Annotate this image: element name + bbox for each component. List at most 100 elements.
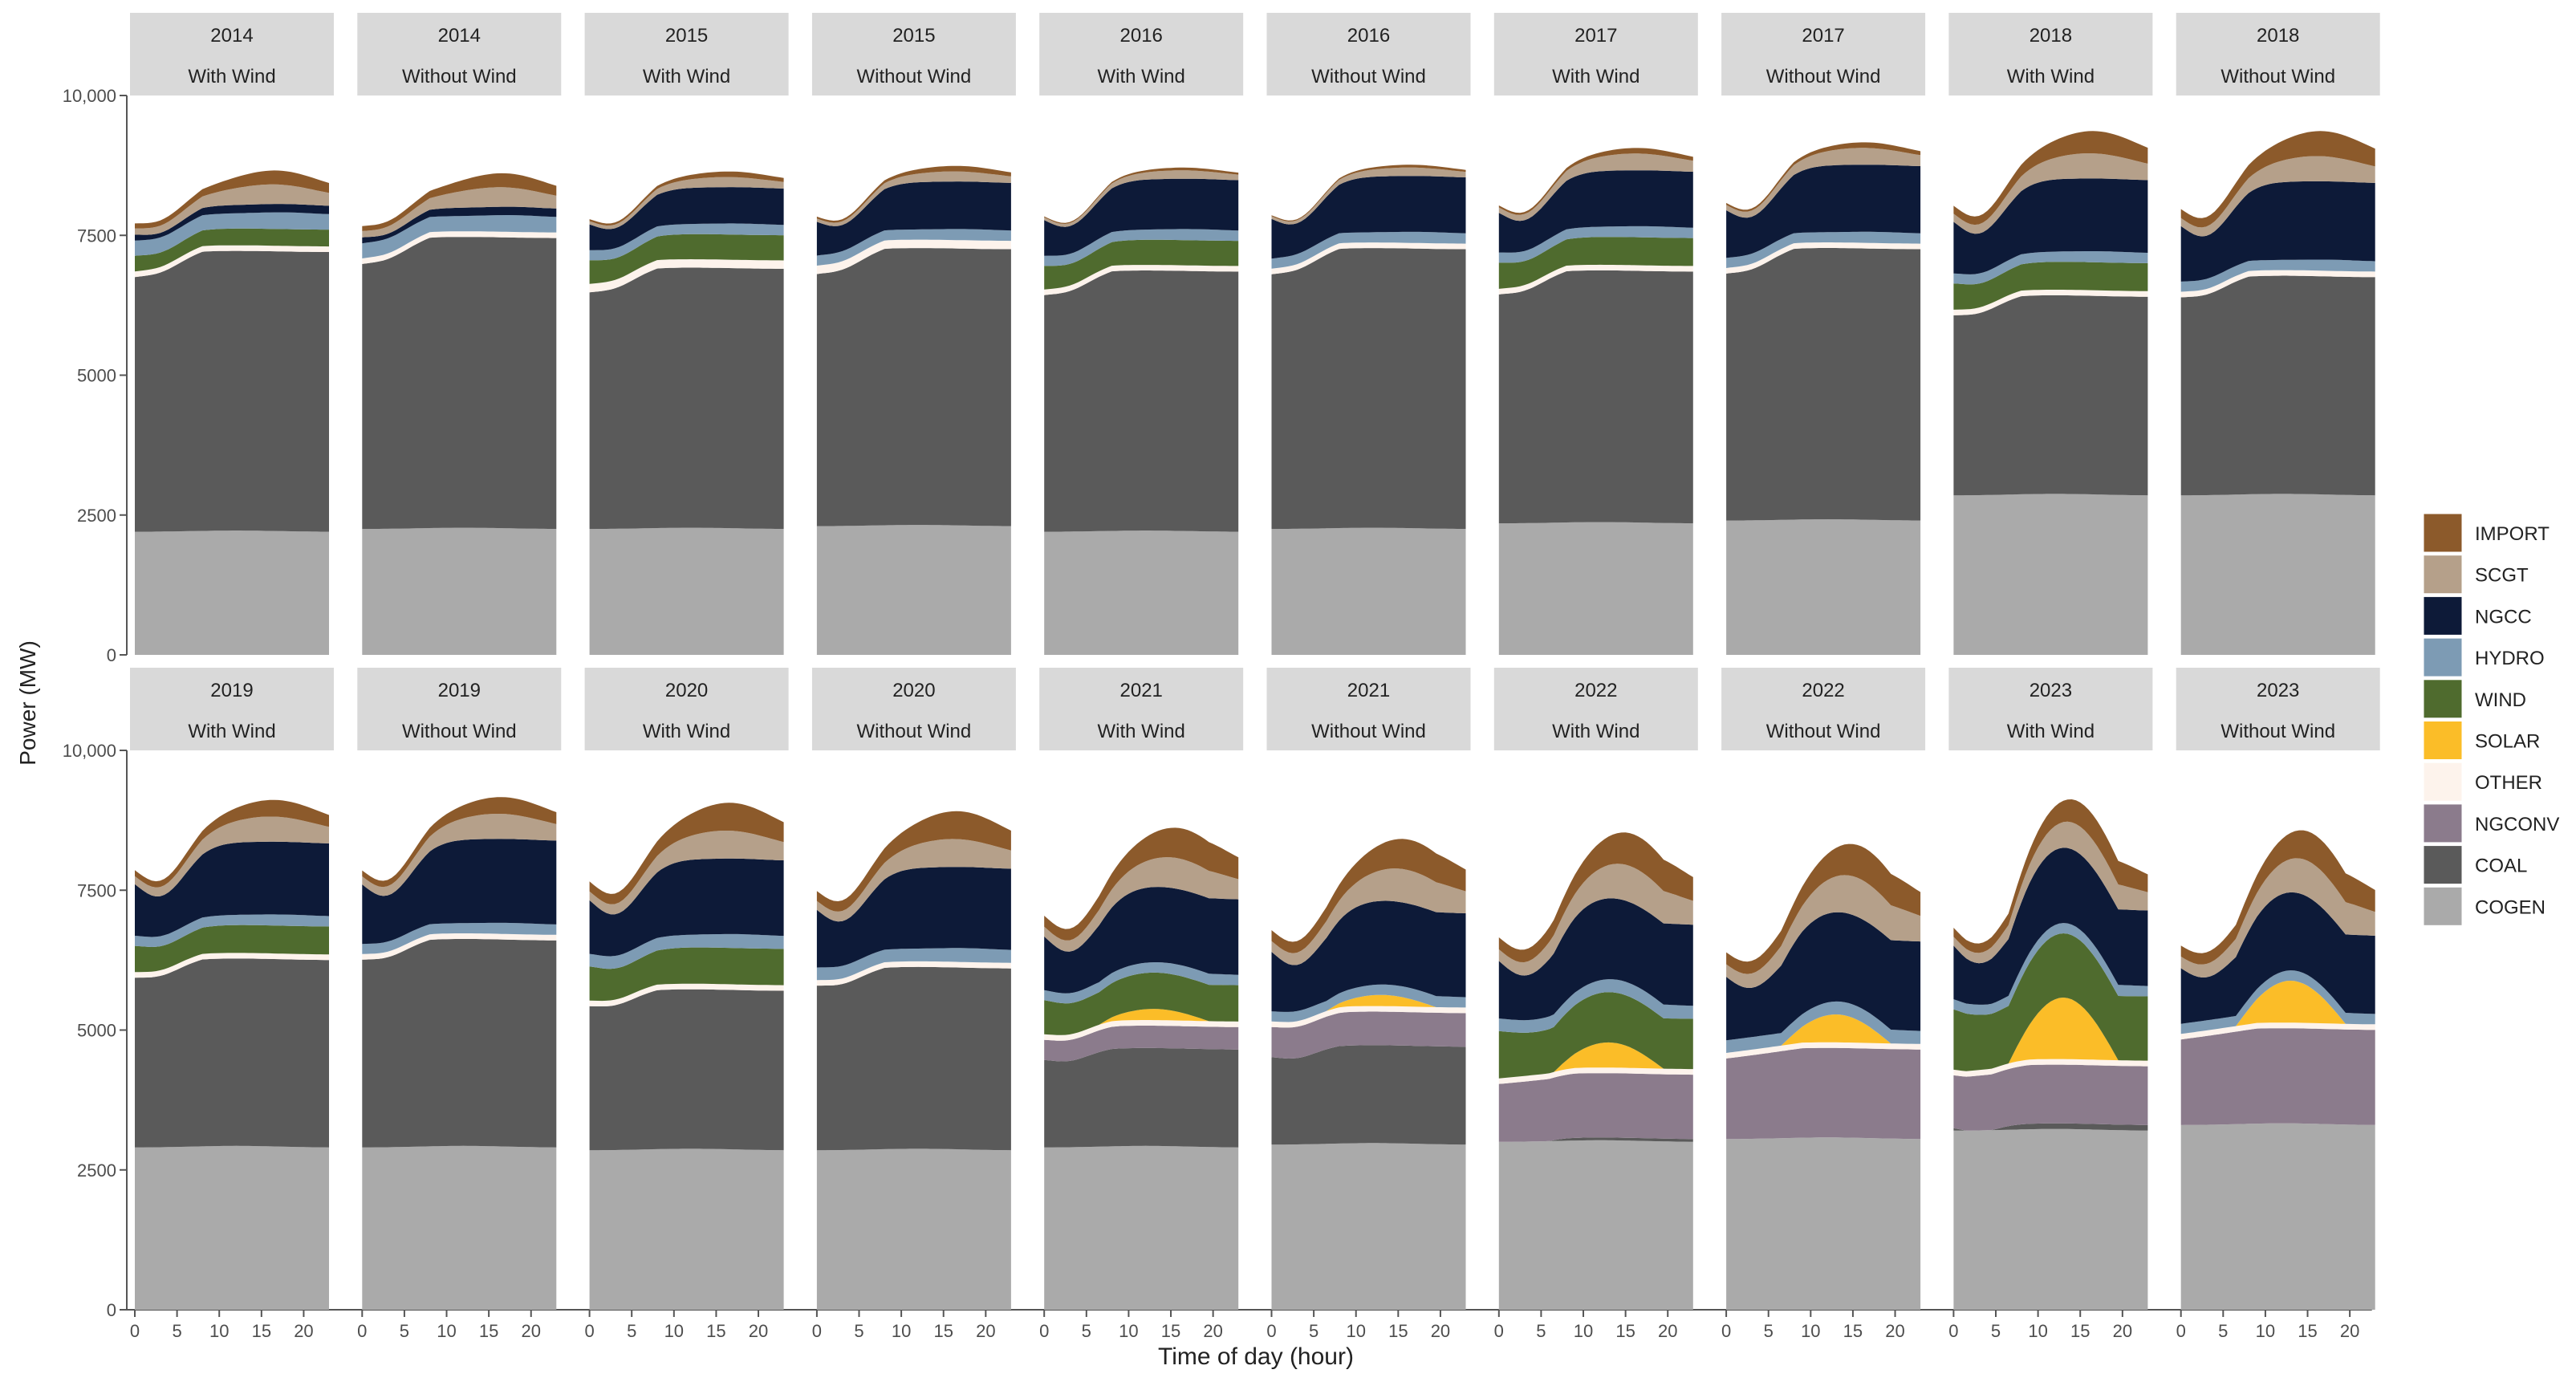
legend-label: COAL: [2475, 856, 2527, 877]
area-other: [1726, 1042, 1921, 1059]
legend-key-scgt: [2423, 555, 2463, 595]
area-other: [1953, 1059, 2148, 1077]
area-hydro: [2180, 970, 2375, 1034]
area-ngconv: [1953, 1064, 2148, 1131]
facet-year-label: 2023: [2257, 680, 2299, 701]
facet-strip: [2176, 13, 2380, 96]
area-other: [1726, 242, 1921, 274]
area-other: [1498, 264, 1693, 295]
area-cogen: [1953, 1128, 2148, 1310]
x-tick-label: 10: [1801, 1321, 1820, 1341]
facet-strip: [1721, 668, 1926, 750]
area-ngconv: [1726, 1047, 1921, 1140]
y-tick-label: 7500: [77, 880, 116, 900]
area-scgt: [1044, 857, 1239, 952]
area-coal: [362, 237, 557, 530]
area-import: [589, 171, 784, 226]
facet-panel: 2017 Without Wind: [1721, 13, 1926, 655]
x-tick-label: 15: [706, 1321, 725, 1341]
area-import: [1271, 839, 1466, 953]
area-scgt: [1953, 821, 2148, 964]
x-tick-label: 0: [1721, 1321, 1731, 1341]
facet-year-label: 2023: [2030, 680, 2072, 701]
area-scgt: [1498, 864, 1693, 976]
x-tick-label: 10: [1346, 1321, 1365, 1341]
area-ngconv: [1271, 1011, 1466, 1059]
area-solar: [1953, 998, 2148, 1071]
area-ngcc: [1044, 178, 1239, 256]
area-ngcc: [1953, 847, 2148, 1005]
area-import: [2180, 131, 2375, 228]
y-axis-title: Power (MW): [15, 640, 40, 766]
x-tick-label: 5: [400, 1321, 409, 1341]
area-ngcc: [1271, 176, 1466, 259]
x-tick-label: 0: [1948, 1321, 1958, 1341]
area-wind: [589, 234, 784, 284]
area-coal: [1271, 1045, 1466, 1145]
facet-panel: 2022 Without Wind 0 5 10 15 20: [1721, 668, 1926, 1341]
area-ngcc: [1498, 898, 1693, 1021]
legend-key-coal: [2423, 845, 2463, 885]
facet-panel: 2020 With Wind 0 5 10 15 20: [584, 668, 789, 1341]
area-wind: [1953, 262, 2148, 310]
facet-strip: [584, 668, 789, 750]
area-scgt: [1726, 875, 1921, 988]
area-hydro: [816, 948, 1011, 981]
area-import: [1498, 148, 1693, 215]
facet-strip: [584, 13, 789, 96]
area-wind: [135, 925, 329, 973]
area-other: [1498, 1067, 1693, 1084]
legend-label: COGEN: [2475, 896, 2546, 918]
legend-label: WIND: [2475, 689, 2526, 711]
area-cogen: [589, 527, 784, 655]
area-scgt: [362, 814, 557, 896]
legend-key-other: [2423, 762, 2463, 802]
x-tick-label: 10: [1119, 1321, 1138, 1341]
facet-year-label: 2014: [210, 25, 253, 47]
area-solar: [1498, 1042, 1693, 1079]
facet-strip: [1948, 668, 2153, 750]
area-hydro: [816, 229, 1011, 266]
area-ngcc: [589, 187, 784, 250]
area-ngcc: [1953, 178, 2148, 274]
x-tick-label: 5: [172, 1321, 181, 1341]
area-scgt: [816, 171, 1011, 226]
x-tick-label: 0: [130, 1321, 140, 1341]
area-coal: [2180, 275, 2375, 496]
area-import: [362, 173, 557, 231]
area-cogen: [816, 525, 1011, 655]
area-other: [816, 239, 1011, 274]
area-other: [135, 953, 329, 978]
area-cogen: [1271, 527, 1466, 655]
legend-key-import: [2423, 513, 2463, 553]
area-cogen: [362, 1145, 557, 1310]
area-wind: [1044, 972, 1239, 1035]
area-coal: [816, 966, 1011, 1151]
x-tick-label: 0: [357, 1321, 367, 1341]
area-other: [362, 231, 557, 264]
y-tick-label: 0: [107, 1300, 116, 1320]
x-tick-label: 10: [2028, 1321, 2047, 1341]
facet-scenario-label: Without Wind: [857, 721, 972, 742]
area-cogen: [135, 530, 329, 655]
facet-year-label: 2022: [1574, 680, 1617, 701]
x-tick-label: 0: [1494, 1321, 1504, 1341]
y-tick-label: 5000: [77, 1021, 116, 1041]
area-solar: [1044, 1009, 1239, 1035]
facet-scenario-label: With Wind: [2007, 66, 2095, 87]
area-other: [135, 245, 329, 278]
facet-strip: [357, 13, 562, 96]
area-import: [1953, 131, 2148, 226]
area-ngcc: [1044, 887, 1239, 994]
facet-strip: [1493, 668, 1698, 750]
facet-strip: [811, 13, 1016, 96]
area-hydro: [1498, 979, 1693, 1033]
x-tick-label: 15: [933, 1321, 953, 1341]
facet-strip: [1039, 13, 1244, 96]
area-import: [816, 811, 1011, 912]
facet-panel: 2020 Without Wind 0 5 10 15 20: [812, 668, 1016, 1341]
area-import: [362, 797, 557, 888]
area-hydro: [1953, 251, 2148, 285]
legend-key-ngcc: [2423, 595, 2463, 636]
